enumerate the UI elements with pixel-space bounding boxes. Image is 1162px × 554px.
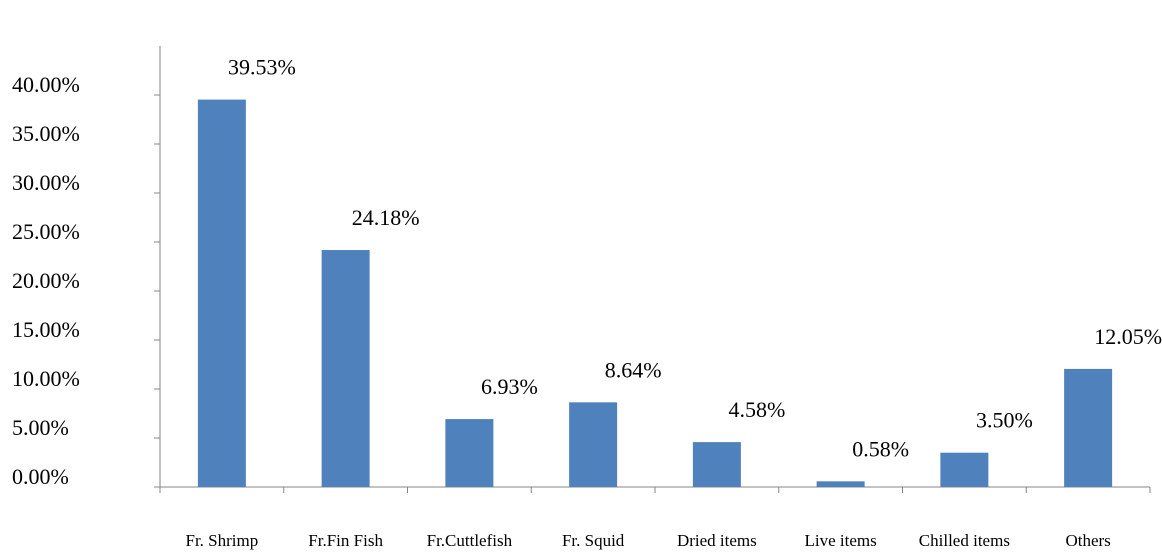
value-label: 3.50%: [976, 408, 1033, 433]
y-tick-label: 20.00%: [12, 268, 80, 293]
x-tick-label: Dried items: [677, 531, 757, 550]
bar: [197, 99, 246, 487]
value-label: 39.53%: [228, 55, 296, 80]
value-label: 24.18%: [352, 205, 420, 230]
x-tick-label: Fr.Cuttlefish: [427, 531, 513, 550]
value-label: 12.05%: [1094, 324, 1162, 349]
bar: [940, 452, 989, 487]
x-tick-label: Fr. Squid: [562, 531, 625, 550]
y-tick-label: 5.00%: [12, 415, 69, 440]
bar: [569, 402, 618, 487]
value-label: 8.64%: [605, 357, 662, 382]
bar: [1064, 368, 1113, 487]
y-tick-label: 25.00%: [12, 219, 80, 244]
x-tick-label: Live items: [805, 531, 877, 550]
x-tick-label: Fr.Fin Fish: [308, 531, 383, 550]
y-tick-label: 0.00%: [12, 464, 69, 489]
y-tick-label: 10.00%: [12, 366, 80, 391]
bar: [321, 250, 370, 487]
y-tick-label: 15.00%: [12, 317, 80, 342]
y-tick-label: 35.00%: [12, 121, 80, 146]
y-tick-label: 30.00%: [12, 170, 80, 195]
x-tick-label: Chilled items: [919, 531, 1010, 550]
x-tick-label: Fr. Shrimp: [186, 531, 259, 550]
y-tick-label: 40.00%: [12, 72, 80, 97]
value-label: 6.93%: [481, 374, 538, 399]
value-label: 0.58%: [852, 436, 909, 461]
bar: [692, 442, 741, 487]
x-tick-label: Others: [1065, 531, 1110, 550]
value-label: 4.58%: [728, 397, 785, 422]
bar: [445, 419, 494, 487]
bar: [816, 481, 865, 487]
